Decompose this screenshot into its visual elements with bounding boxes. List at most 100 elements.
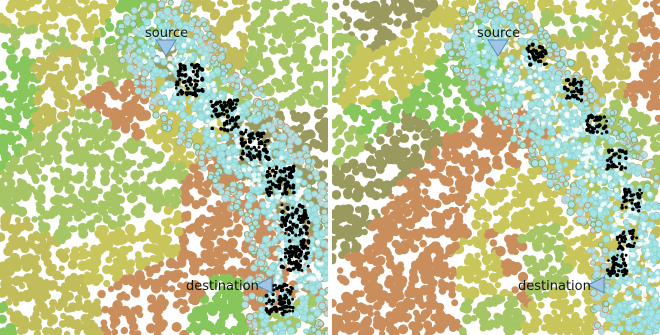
background-cell [137, 170, 145, 177]
corridor-cell [209, 91, 218, 100]
background-cell [131, 130, 142, 141]
background-cell [180, 155, 188, 163]
path-point [274, 283, 277, 287]
background-cell [47, 267, 54, 274]
corridor-cell [284, 127, 291, 134]
background-cell [100, 324, 109, 332]
background-cell [1, 41, 9, 50]
corridor-cell [323, 329, 328, 335]
corridor-cell [318, 199, 326, 207]
background-cell [157, 133, 166, 141]
background-cell [130, 322, 139, 331]
background-cell [288, 36, 296, 43]
background-cell [63, 247, 70, 254]
background-cell [104, 80, 115, 91]
background-cell [139, 140, 147, 148]
corridor-cell [256, 295, 264, 303]
path-point [306, 251, 310, 255]
background-cell [98, 208, 105, 215]
background-cell [150, 301, 162, 313]
background-cell [0, 182, 5, 190]
path-point [282, 167, 286, 170]
background-cell [82, 242, 89, 249]
background-cell [24, 253, 35, 263]
background-cell [286, 82, 295, 91]
background-cell [112, 300, 123, 311]
corridor-cell [315, 249, 324, 258]
background-cell [236, 267, 247, 278]
background-cell [238, 32, 249, 43]
background-cell [22, 111, 32, 120]
corridor-gap [206, 119, 211, 124]
corridor-gap [168, 71, 172, 75]
background-cell [43, 155, 54, 166]
background-cell [7, 291, 15, 299]
background-cell [186, 326, 193, 334]
background-cell [83, 107, 90, 114]
path-point [266, 170, 270, 174]
corridor-gap [276, 196, 281, 200]
background-cell [209, 222, 217, 230]
path-point [257, 142, 261, 146]
corridor-gap [315, 239, 320, 245]
background-cell [46, 11, 58, 22]
corridor-cell [286, 326, 296, 335]
corridor-gap [251, 172, 257, 178]
background-cell [161, 284, 170, 293]
background-cell [11, 144, 19, 152]
path-point [175, 86, 178, 90]
corridor-gap [311, 246, 316, 251]
background-cell [198, 214, 207, 223]
background-cell [0, 71, 7, 80]
path-point [280, 209, 285, 214]
corridor-gap [246, 196, 249, 199]
path-point [223, 104, 227, 109]
path-point [304, 228, 308, 232]
background-cell [59, 176, 70, 187]
background-cell [145, 127, 153, 135]
background-cell [140, 188, 149, 197]
background-cell [4, 18, 12, 26]
corridor-gap [164, 81, 168, 86]
corridor-cell [275, 226, 282, 233]
background-cell [342, 0, 350, 6]
background-cell [205, 267, 215, 278]
path-point [282, 177, 287, 182]
left-panel: source destination [0, 0, 328, 335]
background-cell [0, 12, 4, 20]
corridor-cell [183, 4, 190, 12]
background-cell [332, 190, 342, 200]
corridor-gap [275, 224, 279, 228]
path-point [252, 145, 256, 150]
corridor-cell [248, 292, 257, 301]
background-cell [146, 294, 157, 304]
background-cell [124, 224, 136, 235]
background-cell [40, 174, 49, 182]
corridor-cell [214, 170, 221, 177]
path-point [304, 231, 309, 236]
background-cell [64, 315, 73, 324]
path-point [219, 127, 223, 131]
background-cell [123, 293, 131, 301]
background-cell [58, 265, 65, 272]
background-cell [489, 239, 498, 247]
corridor-cell [161, 94, 168, 101]
background-cell [107, 219, 118, 230]
background-cell [108, 0, 118, 8]
background-cell [54, 97, 65, 108]
corridor-cell [315, 329, 323, 335]
corridor-cell [244, 216, 252, 224]
background-cell [343, 204, 354, 215]
background-cell [130, 122, 140, 132]
background-cell [226, 308, 233, 315]
corridor-cell [237, 209, 245, 217]
corridor-gap [198, 123, 202, 128]
path-point [280, 306, 285, 311]
corridor-cell [200, 144, 207, 151]
path-point [256, 137, 260, 141]
path-point [288, 268, 293, 273]
background-cell [8, 179, 16, 187]
corridor-cell [278, 329, 287, 335]
background-cell [103, 279, 111, 288]
path-point [299, 259, 303, 263]
